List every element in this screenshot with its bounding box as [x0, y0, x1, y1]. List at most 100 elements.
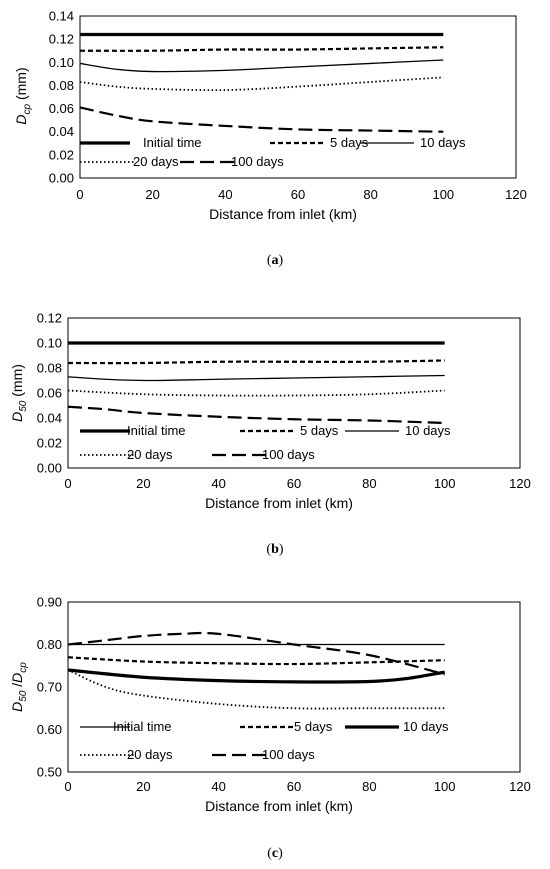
- x-tick-label: 40: [211, 476, 225, 491]
- y-tick-label: 0.12: [49, 32, 74, 47]
- plot-frame: [79, 15, 517, 179]
- y-tick-label: 0.06: [37, 386, 62, 401]
- plot-frame: [67, 317, 521, 469]
- y-tick-label: 0.04: [49, 124, 74, 139]
- legend-label: 20 days: [127, 747, 173, 762]
- x-tick-label: 40: [211, 779, 225, 794]
- series-line-5-days: [79, 46, 444, 52]
- series-line-10-days: [67, 374, 445, 382]
- panel-caption: (b): [266, 542, 283, 557]
- y-axis-label: Dcp (mm): [13, 67, 33, 124]
- series-line-10-days: [79, 59, 444, 73]
- caption-letter: c: [272, 846, 278, 861]
- chart-c: 0.50 0.60 0.70 0.80 0.90 0 20 40 60 80 100 120 Dista…: [9, 595, 531, 862]
- panel-caption: (a): [267, 253, 284, 268]
- y-tick-label: 0.70: [37, 680, 62, 695]
- x-tick-label: 100: [432, 187, 454, 202]
- y-axis-label-subscript: 50: [18, 690, 29, 702]
- legend-label: 100 days: [262, 447, 315, 462]
- series-line-20-days: [79, 76, 444, 92]
- y-tick-label: 0.10: [37, 336, 62, 351]
- x-tick-label: 80: [362, 779, 376, 794]
- y-tick-label: 0.14: [49, 9, 74, 24]
- x-tick-label: 0: [64, 476, 71, 491]
- series-line-20-days: [67, 389, 445, 397]
- legend-label: Initial time: [113, 719, 172, 734]
- legend-label: 5 days: [330, 135, 369, 150]
- x-tick-label: 20: [136, 476, 150, 491]
- y-axis-label-subscript-2: cp: [18, 662, 29, 673]
- series-line-100-days: [67, 405, 445, 425]
- x-tick-label: 60: [287, 779, 301, 794]
- series-line-5-days: [67, 656, 445, 666]
- x-tick-label: 0: [76, 187, 83, 202]
- y-axis-label-unit: (mm): [9, 364, 25, 401]
- x-tick-label: 120: [509, 779, 531, 794]
- x-tick-label: 0: [64, 779, 71, 794]
- x-tick-label: 40: [218, 187, 232, 202]
- legend-label: Initial time: [127, 423, 186, 438]
- legend-label: 100 days: [231, 154, 284, 169]
- y-axis-label-symbol: D: [9, 702, 25, 712]
- y-tick-label: 0.12: [37, 311, 62, 326]
- y-tick-label: 0.06: [49, 101, 74, 116]
- y-tick-label: 0.04: [37, 411, 62, 426]
- y-axis-label: D50 /Dcp: [9, 662, 29, 712]
- caption-paren-close: ): [279, 542, 284, 557]
- y-tick-label: 0.02: [37, 436, 62, 451]
- y-axis-label-symbol: D: [13, 114, 29, 124]
- plot-frame: [67, 601, 521, 773]
- y-tick-label: 0.00: [37, 461, 62, 476]
- y-tick-label: 0.02: [49, 147, 74, 162]
- y-tick-label: 0.60: [37, 722, 62, 737]
- caption-paren-open: (: [267, 846, 272, 861]
- caption-paren-close: ): [278, 846, 283, 861]
- y-axis-label-symbol: D: [9, 412, 25, 422]
- chart-a: 0.00 0.02 0.04 0.06 0.08 0.10 0.12 0.14 0 20 40 60 8…: [13, 9, 527, 269]
- y-axis-label-unit: (mm): [13, 67, 29, 104]
- x-tick-label: 60: [291, 187, 305, 202]
- caption-paren-close: ): [279, 253, 284, 268]
- y-tick-label: 0.00: [49, 171, 74, 186]
- legend-label: 10 days: [403, 719, 449, 734]
- caption-paren-open: (: [267, 253, 272, 268]
- legend-label: Initial time: [143, 135, 202, 150]
- chart-b: 0.00 0.02 0.04 0.06 0.08 0.10 0.12 0 20 40 60 80 100…: [9, 311, 531, 558]
- x-tick-label: 100: [434, 476, 456, 491]
- y-tick-label: 0.08: [37, 361, 62, 376]
- legend-label: 5 days: [300, 423, 339, 438]
- x-tick-label: 20: [136, 779, 150, 794]
- x-axis-label: Distance from inlet (km): [205, 798, 353, 814]
- y-axis-label-symbol-2: D: [9, 673, 25, 683]
- y-tick-label: 0.90: [37, 595, 62, 610]
- legend-label: 20 days: [133, 154, 179, 169]
- x-tick-label: 120: [505, 187, 527, 202]
- y-tick-label: 0.50: [37, 765, 62, 780]
- x-tick-label: 120: [509, 476, 531, 491]
- caption-paren-open: (: [266, 542, 271, 557]
- x-tick-label: 20: [145, 187, 159, 202]
- legend-label: 10 days: [420, 135, 466, 150]
- series-line-10-days: [67, 668, 445, 684]
- x-tick-label: 60: [287, 476, 301, 491]
- y-axis-label-divider: /: [9, 683, 25, 691]
- y-axis-label-subscript: 50: [18, 400, 29, 412]
- panel-caption: (c): [267, 846, 283, 861]
- series-line-5-days: [67, 359, 445, 365]
- y-axis-label: D50 (mm): [9, 364, 29, 422]
- x-tick-label: 80: [363, 187, 377, 202]
- caption-letter: b: [271, 542, 279, 557]
- y-tick-label: 0.08: [49, 78, 74, 93]
- series-line-20-days: [67, 669, 445, 710]
- x-tick-label: 100: [434, 779, 456, 794]
- legend-label: 20 days: [127, 447, 173, 462]
- y-tick-label: 0.10: [49, 55, 74, 70]
- y-axis-label-subscript: cp: [22, 103, 33, 114]
- legend-label: 100 days: [262, 747, 315, 762]
- legend-label: 5 days: [294, 719, 333, 734]
- caption-letter: a: [272, 253, 279, 268]
- y-tick-label: 0.80: [37, 637, 62, 652]
- legend-label: 10 days: [405, 423, 451, 438]
- series-line-100-days: [67, 631, 445, 676]
